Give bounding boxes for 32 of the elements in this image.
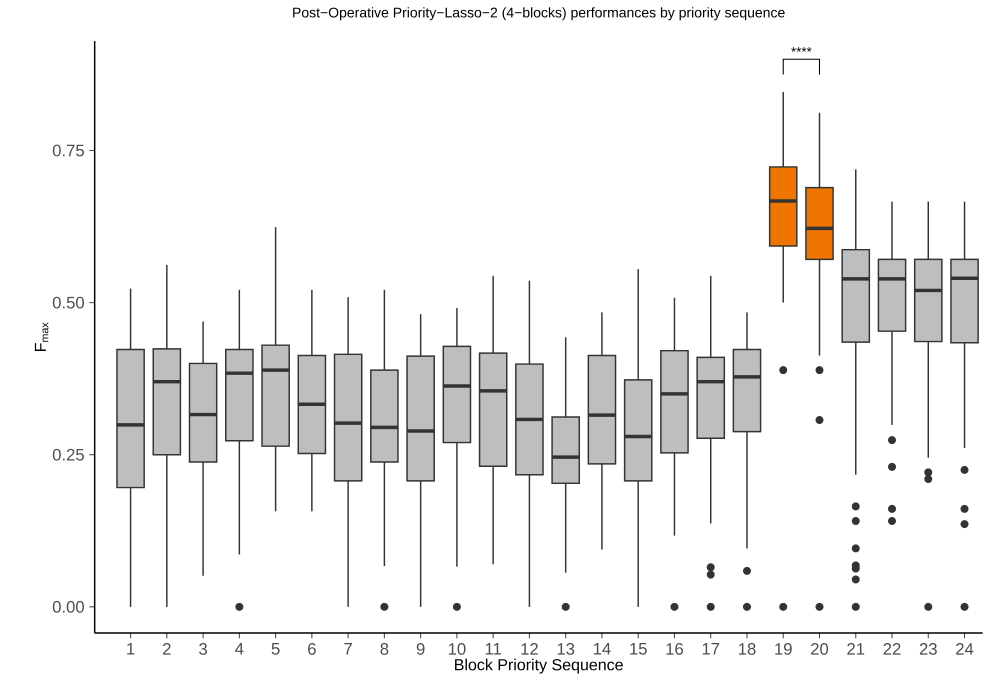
x-tick-label: 7 [344,643,352,654]
annotation: **** [791,47,812,52]
x-tick-label: 16 [666,643,683,655]
x-axis-title: Block Priority Sequence [455,658,623,674]
x-tick-label: 3 [199,643,207,655]
x-tick-label: 22 [884,643,900,655]
y-tick-label: 0.25 [52,448,84,461]
x-tick-label: 4 [235,643,244,654]
x-tick-label: 9 [416,643,424,655]
x-tick-label: 2 [163,643,171,655]
x-tick-label: 19 [775,643,792,655]
x-tick-label: 17 [702,643,720,654]
x-tick-label: 13 [558,643,574,655]
y-tick-label: 0.75 [52,144,84,156]
x-tick-label: 20 [811,643,828,655]
x-tick-label: 6 [308,643,316,655]
x-tick-label: 18 [738,643,756,655]
x-tick-label: 24 [956,643,974,655]
x-tick-label: 10 [448,643,466,655]
x-tick-label: 12 [521,643,538,655]
x-tick-label: 1 [127,643,134,654]
x-tick-label: 14 [594,643,611,654]
y-axis-title: F$_{max}$ [34,322,48,351]
x-tick-label: 23 [920,643,937,655]
x-tick-label: 5 [272,643,280,655]
y-tick-label: 0.50 [52,296,84,309]
x-tick-label: 15 [630,643,647,655]
x-tick-label: 8 [380,643,388,655]
chart-title: Post−Operative Priority−Lasso−2 (4−blocks) performances by priority sequence [293,7,785,20]
x-tick-label: 21 [847,643,864,655]
y-tick-label: 0.00 [52,600,84,613]
x-tick-label: 11 [486,643,501,654]
